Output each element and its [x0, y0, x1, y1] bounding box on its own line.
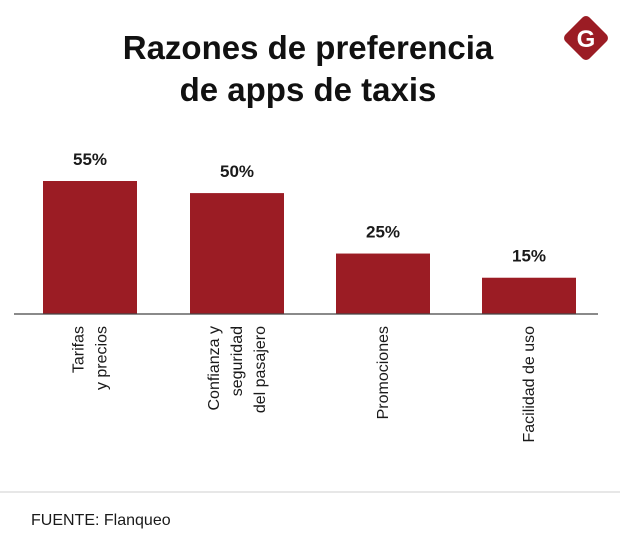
logo-diamond [564, 16, 608, 60]
category-label-2-line-0: Promociones [375, 326, 392, 419]
source-text: FUENTE: Flanqueo [31, 512, 171, 529]
value-label-3: 15% [512, 247, 546, 266]
bars-group: 55% Tarifas y precios 50% Confianza y segurid… [43, 150, 576, 443]
value-label-0: 55% [73, 150, 107, 169]
value-label-2: 25% [366, 223, 400, 242]
category-label-3-line-0: Facilidad de uso [521, 326, 538, 443]
category-label-1-line-0: Confianza y [206, 326, 223, 411]
category-label-3: Facilidad de uso [521, 326, 538, 443]
bar-0 [43, 181, 137, 314]
chart-title-line-1: Razones de preferencia [123, 29, 494, 66]
category-label-1: Confianza y seguridad del pasajero [206, 326, 269, 413]
bar-2 [336, 253, 430, 314]
category-label-0-line-1: y precios [94, 326, 111, 390]
logo-letter: G [577, 26, 596, 53]
chart-title-line-2: de apps de taxis [180, 71, 437, 108]
bar-3 [482, 277, 576, 314]
value-label-1: 50% [220, 162, 254, 181]
category-label-0: Tarifas y precios [71, 326, 111, 390]
category-label-1-line-1: seguridad [229, 326, 246, 396]
brand-logo: G [564, 16, 608, 60]
category-label-2: Promociones [375, 326, 392, 419]
category-label-0-line-0: Tarifas [71, 326, 88, 373]
bar-1 [190, 193, 284, 314]
category-label-1-line-2: del pasajero [252, 326, 269, 413]
